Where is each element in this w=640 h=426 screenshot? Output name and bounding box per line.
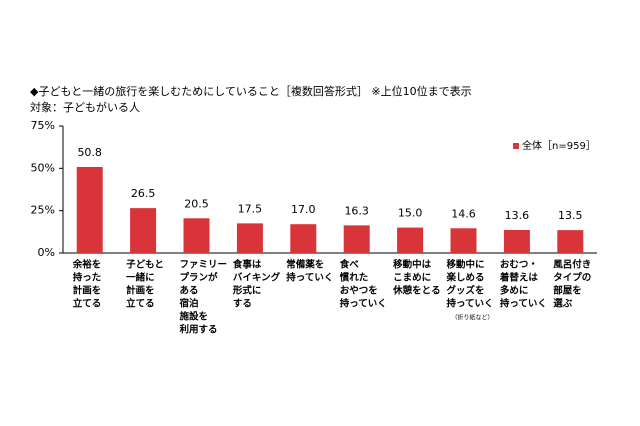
x-tick-label: 休憩をとる	[392, 285, 441, 297]
value-label: 13.5	[558, 209, 583, 222]
x-tick-label: 余裕を	[72, 259, 102, 271]
x-tick-label: 楽しめる	[446, 272, 485, 284]
value-label: 50.8	[77, 146, 102, 159]
value-label: 14.6	[451, 207, 476, 220]
legend-swatch	[513, 143, 519, 149]
x-tick-label: 一緒に	[126, 272, 155, 284]
bar	[76, 166, 103, 253]
x-tick-label: おやつを	[340, 286, 378, 297]
x-tick-label: グッズを	[447, 285, 485, 297]
value-label: 17.0	[291, 203, 316, 216]
value-label: 13.6	[505, 209, 530, 222]
x-tick-label: 立てる	[126, 298, 155, 310]
bar	[397, 227, 424, 253]
x-tick-label: 持っていく	[500, 298, 547, 310]
x-tick-label: こまめに	[393, 272, 431, 284]
x-tick-label: 移動中に	[447, 259, 485, 271]
chart-title: ◆子どもと一緒の旅行を楽しむためにしていること［複数回答形式］ ※上位10位まで…	[30, 84, 472, 98]
x-tick-label: 形式に	[233, 285, 262, 297]
value-label: 26.5	[131, 187, 156, 200]
x-tick-label: 立てる	[73, 298, 102, 310]
y-tick-label: 50%	[31, 161, 55, 174]
chart-subtitle: 対象：子どもがいる人	[30, 100, 140, 114]
x-tick-label: 持っていく	[286, 272, 333, 284]
annotation: （折り紙など）	[452, 314, 494, 322]
x-tick-label: 移動中は	[393, 259, 432, 271]
x-tick-label: ある	[180, 285, 199, 297]
value-label: 16.3	[344, 204, 369, 217]
value-label: 20.5	[184, 197, 209, 210]
legend-label: 全体［n=959］	[522, 139, 596, 152]
x-tick-label: 着替えは	[499, 272, 539, 284]
x-tick-label: 子どもと	[126, 259, 164, 271]
x-tick-label: 持っていく	[447, 298, 494, 310]
bar	[290, 224, 317, 253]
x-tick-label: 利用する	[179, 324, 218, 336]
x-tick-label: する	[233, 299, 252, 310]
bar	[236, 223, 263, 253]
x-tick-label: 持っていく	[340, 298, 387, 310]
x-tick-label: 食べ	[339, 259, 360, 271]
x-tick-label: 宿泊	[180, 298, 199, 310]
x-tick-label: 風呂付き	[553, 259, 591, 271]
x-tick-label: 慣れた	[339, 272, 369, 284]
value-label: 15.0	[398, 207, 423, 220]
bar	[183, 218, 210, 253]
y-tick-label: 75%	[31, 119, 55, 132]
x-tick-label: バイキング	[233, 272, 281, 284]
bar	[343, 225, 370, 253]
bar	[450, 228, 477, 253]
bar	[557, 230, 584, 253]
x-tick-label: 持った	[73, 272, 102, 284]
x-tick-label: ファミリー	[180, 260, 228, 271]
value-label: 17.5	[238, 202, 263, 215]
x-tick-label: おむつ・	[500, 260, 538, 271]
x-tick-label: 選ぶ	[553, 299, 573, 310]
x-tick-label: 常備薬を	[286, 259, 324, 271]
y-tick-label: 0%	[38, 246, 55, 259]
bar	[130, 208, 157, 253]
x-tick-label: 施設を	[180, 311, 209, 323]
y-tick-label: 25%	[31, 204, 55, 217]
x-tick-label: 多めに	[500, 285, 529, 297]
x-tick-label: 食事は	[232, 259, 262, 271]
x-tick-label: タイプの	[553, 272, 591, 284]
x-tick-label: プランが	[180, 272, 219, 284]
x-tick-label: 計画を	[73, 285, 102, 297]
x-tick-label: 部屋を	[553, 285, 582, 297]
x-tick-label: 計画を	[126, 285, 155, 297]
bar	[503, 229, 530, 253]
